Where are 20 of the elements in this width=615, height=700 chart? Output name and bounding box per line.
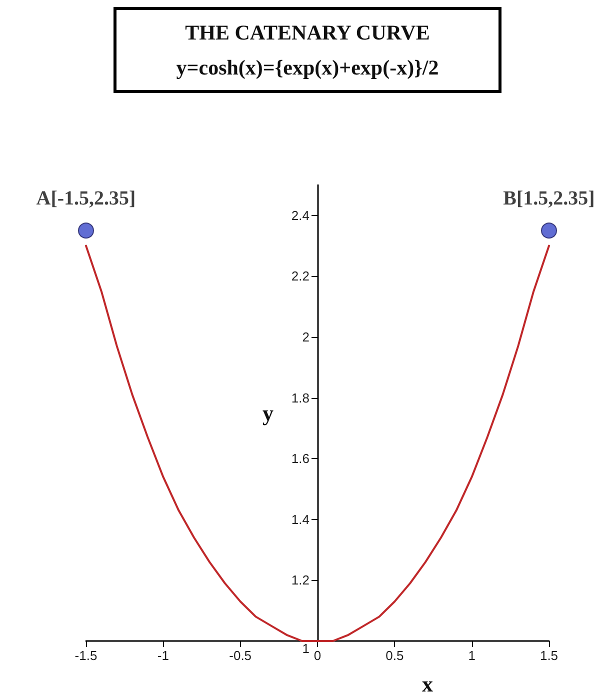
- y-tick-label: 2: [302, 330, 310, 344]
- chart-subtitle: y=cosh(x)={exp(x)+exp(-x)}/2: [176, 56, 439, 80]
- x-tick-label: 0: [314, 648, 322, 663]
- x-tick-label: 1: [468, 648, 476, 663]
- x-tick-label: -1.5: [74, 648, 98, 663]
- annotation: A[-1.5,2.35]: [36, 188, 136, 210]
- annotation: B[1.5,2.35]: [503, 188, 595, 210]
- chart-title: THE CATENARY CURVE: [185, 20, 430, 44]
- y-tick-label: 2.4: [291, 208, 310, 223]
- y-tick-label: 1.6: [291, 451, 310, 466]
- y-tick-label: 1.4: [291, 512, 310, 527]
- y-tick-label: 1.2: [291, 572, 310, 588]
- x-tick-label: 1.5: [540, 648, 558, 663]
- x-tick-label: -0.5: [229, 648, 252, 663]
- y-tick-label: 2.2: [291, 268, 310, 284]
- x-tick-label: 0.5: [386, 648, 404, 663]
- x-tick-label: -1: [157, 648, 169, 663]
- y-axis-title: y: [262, 400, 274, 426]
- y-tick-label: 1.8: [291, 390, 310, 406]
- x-axis-title: x: [422, 672, 433, 696]
